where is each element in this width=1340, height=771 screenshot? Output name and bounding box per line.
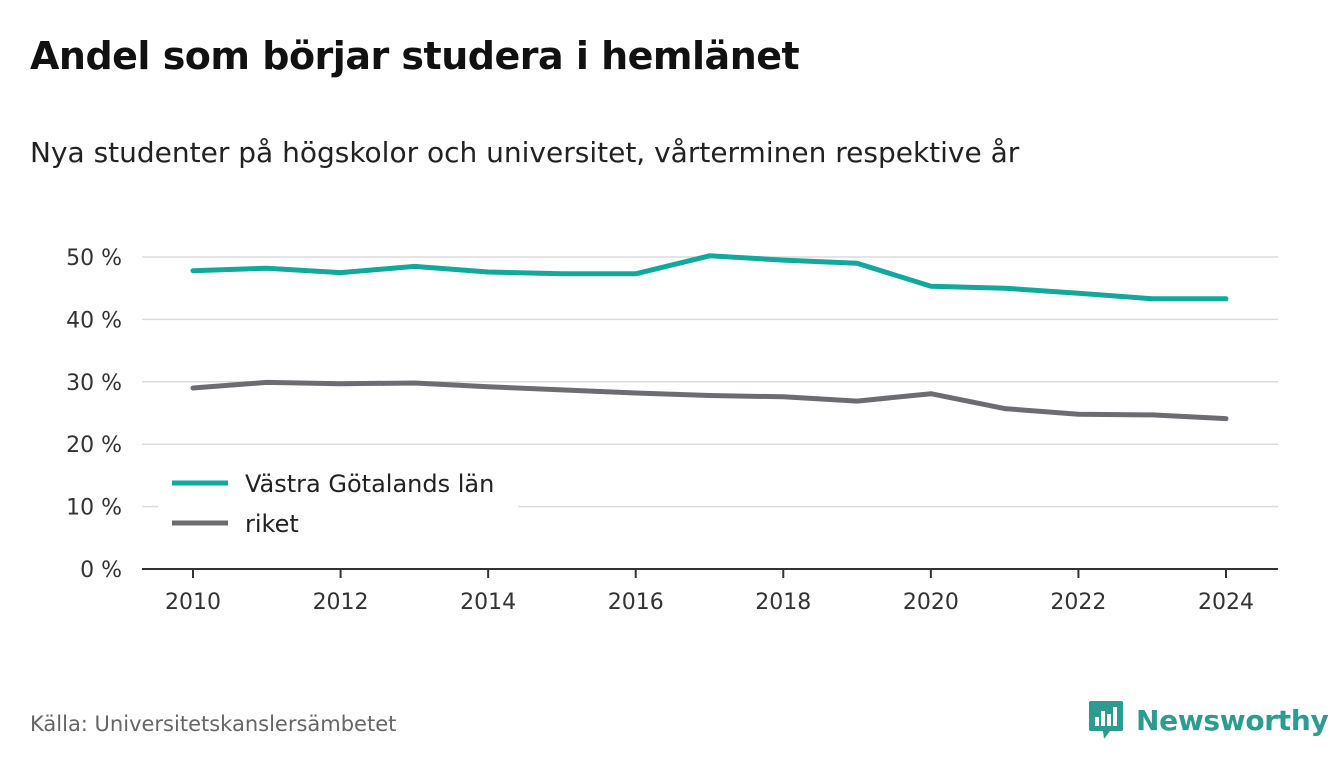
x-tick-label: 2014 (460, 590, 516, 615)
chart-subtitle: Nya studenter på högskolor och universit… (30, 136, 1020, 169)
x-tick-label: 2016 (608, 590, 664, 615)
legend-entry-label: riket (245, 510, 299, 538)
legend-entry-label: Västra Götalands län (245, 470, 494, 498)
x-tick-label: 2012 (313, 590, 369, 615)
brand-name: Newsworthy (1136, 703, 1329, 737)
y-tick-label: 30 % (66, 371, 122, 396)
x-tick-label: 2020 (903, 590, 959, 615)
chart-title: Andel som börjar studera i hemlänet (30, 34, 800, 78)
y-tick-label: 40 % (66, 308, 122, 333)
line-chart: 0 % 10 % 20 % 30 % 40 % 50 % 2010 2012 2014 2016… (66, 246, 1278, 615)
legend: Västra Götalands län riket (158, 460, 518, 548)
x-axis: 2010 2012 2014 2016 2018 2020 2022 2024 (142, 568, 1278, 615)
x-tick-label: 2022 (1050, 590, 1106, 615)
y-tick-label: 50 % (66, 246, 122, 271)
x-tick-label: 2024 (1198, 590, 1254, 615)
x-tick-label: 2010 (165, 590, 221, 615)
legend-background (158, 460, 518, 548)
y-tick-label: 0 % (80, 558, 122, 583)
y-tick-label: 10 % (66, 496, 122, 521)
brand-logo[interactable]: Newsworthy (1088, 698, 1329, 742)
series-line-1 (190, 379, 1229, 422)
x-tick-label: 2018 (755, 590, 811, 615)
series-lines (190, 253, 1229, 422)
series-line-0 (190, 253, 1229, 302)
y-tick-label: 20 % (66, 433, 122, 458)
y-axis: 0 % 10 % 20 % 30 % 40 % 50 % (66, 246, 122, 583)
newsworthy-logo-icon (1089, 701, 1123, 739)
source-note: Källa: Universitetskanslersämbetet (30, 712, 397, 736)
